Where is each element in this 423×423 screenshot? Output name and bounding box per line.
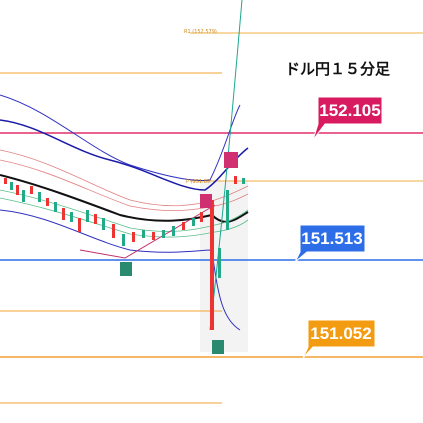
marker bbox=[200, 194, 212, 208]
pivot-label: P (151.83 bbox=[186, 179, 210, 185]
marker bbox=[224, 152, 238, 168]
title: ドル円１５分足 bbox=[285, 60, 391, 78]
marker bbox=[212, 340, 224, 354]
r1-label: R1 (152.579) bbox=[184, 29, 217, 35]
price-tag bbox=[302, 319, 376, 359]
candles bbox=[4, 176, 245, 330]
price-tag-text: 151.513 bbox=[301, 229, 362, 248]
price-tag-text: 152.105 bbox=[319, 101, 380, 120]
price-tag bbox=[312, 96, 383, 141]
marker bbox=[120, 262, 132, 276]
price-tag-text: 151.052 bbox=[310, 324, 371, 343]
price-tag bbox=[294, 224, 366, 263]
